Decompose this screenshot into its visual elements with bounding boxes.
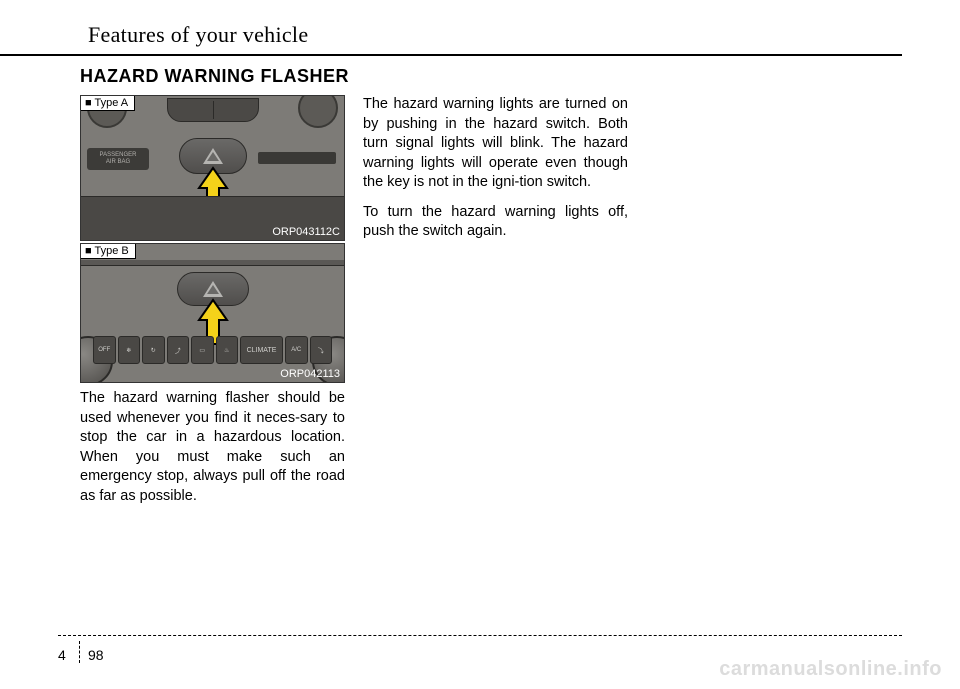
climate-button-row: OFF ❄ ↻ ⤴ ▭ ♨ CLIMATE A/C ⤵ (93, 336, 332, 364)
chapter-header: Features of your vehicle (0, 0, 902, 56)
climate-defrost-button: ❄ (118, 336, 141, 364)
figure-a-code: ORP043112C (272, 226, 340, 238)
airbag-text-1: PASSENGER (100, 152, 137, 159)
cd-slot (258, 152, 336, 164)
climate-ac-button: A/C (285, 336, 308, 364)
paragraph-1: The hazard warning lights are turned on … (363, 95, 628, 193)
climate-vent-button: ⤴ (167, 336, 190, 364)
trim-bar (81, 260, 344, 266)
climate-mode-button: ⤵ (310, 336, 333, 364)
left-column: PASSENGER AIR BAG ■ Type A ORP043112C (80, 95, 345, 506)
manual-page: Features of your vehicle HAZARD WARNING … (0, 0, 960, 689)
hazard-triangle-icon (203, 281, 223, 297)
climate-button: CLIMATE (240, 336, 283, 364)
section-title: HAZARD WARNING FLASHER (0, 56, 960, 95)
page-number: 98 (79, 641, 104, 663)
right-column: The hazard warning lights are turned on … (363, 95, 628, 252)
climate-rear-button: ▭ (191, 336, 214, 364)
climate-recirculate-button: ↻ (142, 336, 165, 364)
footer-rule: 4 98 (58, 635, 902, 659)
chapter-title: Features of your vehicle (88, 22, 308, 47)
passenger-airbag-label: PASSENGER AIR BAG (87, 148, 149, 170)
airbag-text-2: AIR BAG (106, 159, 130, 166)
left-caption: The hazard warning flasher should be use… (80, 389, 345, 506)
figure-type-a: PASSENGER AIR BAG ■ Type A ORP043112C (80, 95, 345, 241)
content-area: PASSENGER AIR BAG ■ Type A ORP043112C (0, 95, 960, 506)
paragraph-2: To turn the hazard warning lights off, p… (363, 203, 628, 242)
figure-type-b: OFF ❄ ↻ ⤴ ▭ ♨ CLIMATE A/C ⤵ ■ Type B ORP… (80, 243, 345, 383)
hazard-triangle-icon (203, 148, 223, 164)
dash-top-buttons (167, 98, 259, 122)
type-a-tag: ■ Type A (81, 96, 135, 111)
type-b-tag: ■ Type B (81, 244, 136, 259)
section-number: 4 (58, 641, 72, 663)
dash-vent-right (298, 95, 338, 128)
climate-off-button: OFF (93, 336, 116, 364)
climate-seat-button: ♨ (216, 336, 239, 364)
watermark: carmanualsonline.info (719, 658, 942, 681)
figure-b-code: ORP042113 (280, 368, 340, 380)
page-footer: 4 98 (58, 635, 902, 659)
